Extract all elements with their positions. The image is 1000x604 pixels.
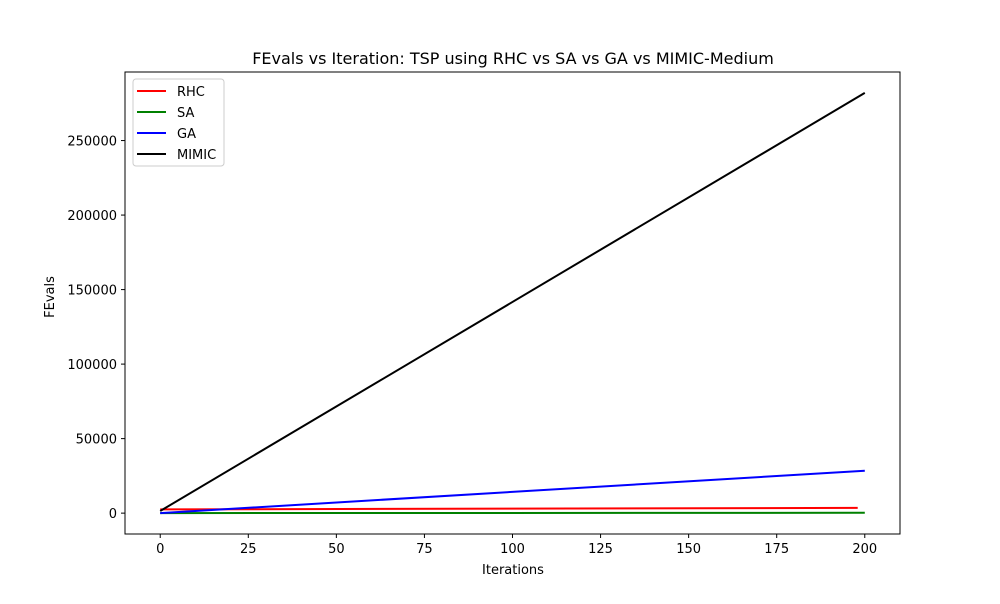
x-tick-label: 200	[852, 542, 877, 557]
legend-label-ga: GA	[177, 127, 196, 142]
x-tick-label: 150	[676, 542, 701, 557]
x-tick-label: 75	[416, 542, 433, 557]
y-tick-label: 0	[109, 507, 117, 522]
y-tick-label: 100000	[67, 358, 117, 373]
legend-label-rhc: RHC	[177, 85, 205, 100]
x-tick-label: 175	[764, 542, 789, 557]
legend-label-mimic: MIMIC	[177, 148, 216, 163]
y-axis-label: FEvals	[43, 276, 58, 318]
y-tick-label: 50000	[76, 433, 117, 448]
x-tick-label: 25	[240, 542, 257, 557]
x-tick-label: 125	[588, 542, 613, 557]
x-tick-label: 0	[156, 542, 164, 557]
y-tick-label: 150000	[67, 284, 117, 299]
x-tick-label: 100	[500, 542, 525, 557]
legend-label-sa: SA	[177, 106, 194, 121]
legend: RHC SA GA MIMIC	[133, 79, 224, 166]
x-tick-label: 50	[328, 542, 345, 557]
x-axis-label: Iterations	[482, 563, 544, 578]
chart-title: FEvals vs Iteration: TSP using RHC vs SA…	[252, 49, 774, 68]
y-tick-label: 250000	[67, 135, 117, 150]
y-tick-label: 200000	[67, 209, 117, 224]
